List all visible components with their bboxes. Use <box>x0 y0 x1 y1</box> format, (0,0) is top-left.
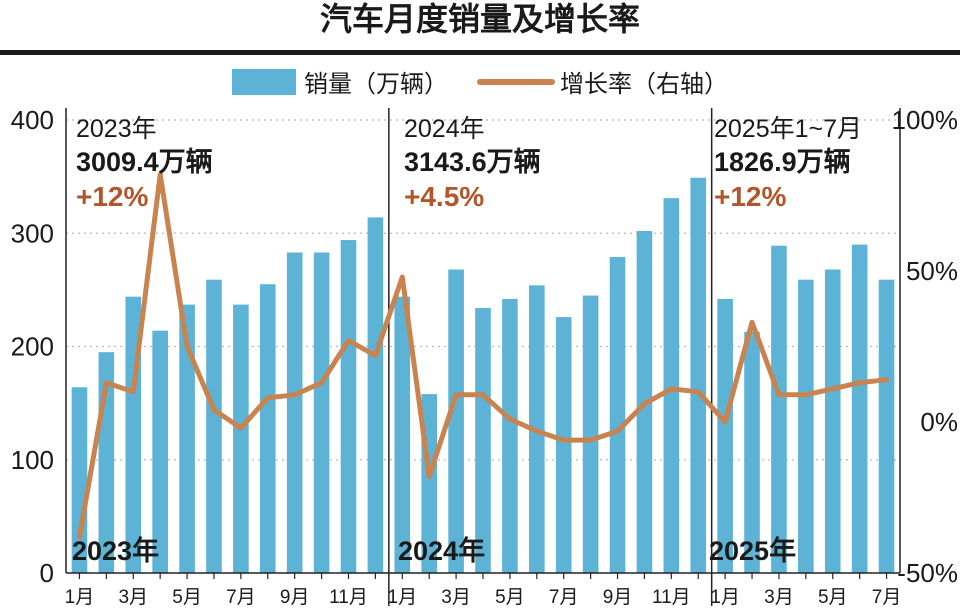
bar <box>259 284 276 573</box>
y-right-tick-label: -50% <box>897 558 958 588</box>
bar <box>744 331 760 573</box>
x-tick-label: 11月 <box>329 587 368 608</box>
bar <box>448 269 464 573</box>
bar <box>367 217 384 573</box>
y-left-tick-label: 400 <box>11 105 54 135</box>
bar <box>179 304 195 573</box>
legend-line-label: 增长率（右轴） <box>560 70 728 98</box>
segment-bottom-year: 2023年 <box>72 535 159 566</box>
segment-year-label: 2023年 <box>76 115 157 143</box>
x-tick-label: 7月 <box>226 587 256 608</box>
segment-total-label: 3009.4万辆 <box>76 147 213 177</box>
bar <box>582 295 599 573</box>
y-left-tick-label: 300 <box>11 218 54 248</box>
x-tick-label: 1月 <box>710 587 740 608</box>
x-tick-label: 5月 <box>172 587 202 608</box>
legend: 销量（万辆） 增长率（右轴） <box>232 69 728 98</box>
x-tick-label: 5月 <box>818 587 848 608</box>
x-tick-label: 9月 <box>280 587 310 608</box>
bar <box>690 177 707 573</box>
x-tick-label: 1月 <box>388 587 418 608</box>
bar <box>798 279 814 573</box>
y-right-tick-label: 100% <box>892 105 959 135</box>
bar <box>286 252 303 573</box>
segment-total-label: 1826.9万辆 <box>714 147 851 177</box>
bar <box>609 257 626 573</box>
y-right-tick-label: 0% <box>920 407 958 437</box>
bars <box>71 177 895 574</box>
bar <box>206 279 222 573</box>
y-right-tick-label: 50% <box>906 256 958 286</box>
year-separators <box>388 108 713 606</box>
segment-growth-label: +4.5% <box>404 181 484 212</box>
segment-total-label: 3143.6万辆 <box>404 147 541 177</box>
bar <box>340 240 357 574</box>
x-tick-label: 1月 <box>65 587 95 608</box>
title-rule <box>0 50 960 55</box>
bar <box>152 330 168 573</box>
axes <box>65 108 901 579</box>
chart-title: 汽车月度销量及增长率 <box>320 0 640 38</box>
y-left-tick-label: 100 <box>11 445 54 475</box>
segment-year-label: 2025年1~7月 <box>714 115 862 143</box>
legend-bar-swatch <box>232 69 296 95</box>
x-tick-label: 5月 <box>495 587 525 608</box>
x-tick-label: 9月 <box>603 587 633 608</box>
bar <box>313 252 330 573</box>
x-tick-label: 7月 <box>872 587 902 608</box>
legend-bar-label: 销量（万辆） <box>304 70 448 98</box>
segment-growth-label: +12% <box>714 181 786 212</box>
bar <box>555 317 572 573</box>
y-left-tick-label: 200 <box>11 332 54 362</box>
x-tick-label: 3月 <box>441 587 471 608</box>
bar <box>878 279 895 573</box>
bar <box>824 269 841 573</box>
grid <box>66 119 900 461</box>
bar <box>233 304 249 573</box>
bar <box>475 307 491 573</box>
growth-line <box>77 171 889 540</box>
x-tick-label: 3月 <box>764 587 794 608</box>
x-tick-label: 11月 <box>652 587 691 608</box>
segment-bottom-year: 2024年 <box>398 535 485 566</box>
bar <box>394 296 411 573</box>
tick-labels: 0 100 200 300 400 -50% 0% 50% 100% 1月 3月 5月 7月 9月 11月 1… <box>11 105 958 608</box>
y-left-tick-label: 0 <box>40 558 54 588</box>
bar <box>717 298 733 573</box>
segment-annotations: 2023年 3009.4万辆 +12% 2023年 2024年 3143.6万辆 +4.5%… <box>72 115 862 566</box>
bar <box>663 198 680 573</box>
bar <box>771 245 787 573</box>
x-tick-label: 7月 <box>549 587 579 608</box>
segment-bottom-year: 2025年 <box>709 535 796 566</box>
bar <box>851 244 868 573</box>
segment-year-label: 2024年 <box>404 115 485 143</box>
growth-line-layer <box>77 171 889 540</box>
x-tick-label: 3月 <box>118 587 148 608</box>
bar <box>502 298 518 573</box>
segment-growth-label: +12% <box>76 181 148 212</box>
